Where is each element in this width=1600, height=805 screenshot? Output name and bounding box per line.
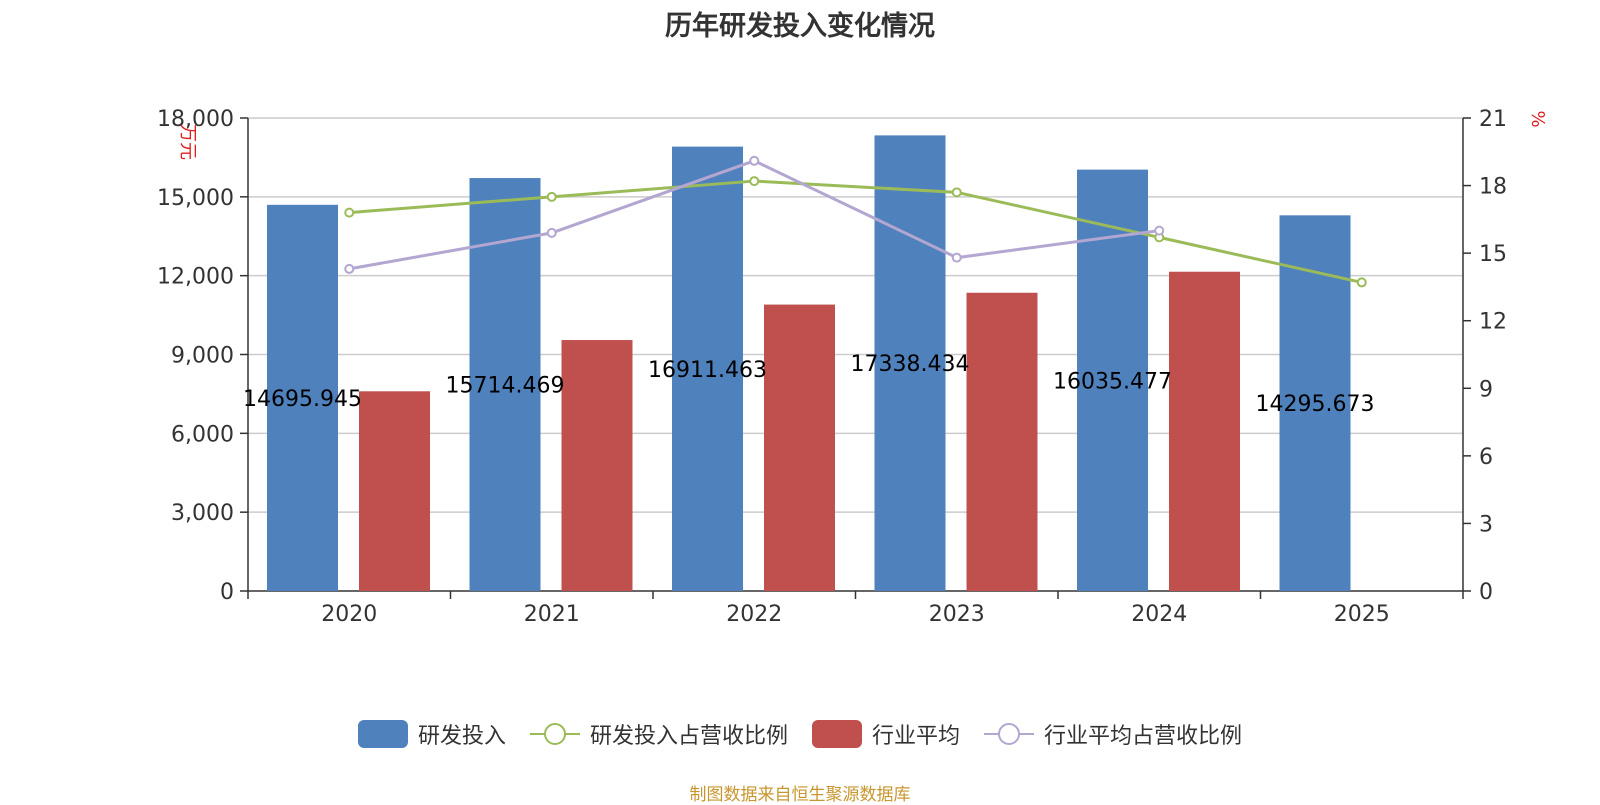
y-left-tick-label: 3,000 [171, 501, 234, 526]
x-tick-label: 2020 [321, 602, 377, 627]
point-rd-ratio [344, 207, 355, 218]
legend-label-industry-average: 行业平均 [872, 724, 961, 749]
legend-label-industry-ratio: 行业平均占营收比例 [1044, 724, 1243, 749]
y-left-tick-label: 9,000 [171, 344, 234, 369]
y-right-tick-label: 6 [1479, 445, 1493, 470]
x-tick-label: 2023 [929, 602, 985, 627]
bar-rd-investment [874, 135, 946, 591]
data-label-rd-investment: 14295.673 [1256, 392, 1375, 417]
legend-item-rd-investment[interactable]: 研发投入 [357, 718, 506, 750]
bar-rd-investment [267, 204, 338, 591]
y-right-tick-label: 9 [1479, 377, 1493, 402]
point-industry-ratio [344, 263, 355, 274]
bar-industry-average [966, 292, 1038, 591]
x-tick-label: 2025 [1334, 602, 1390, 627]
y-left-tick-label: 18,000 [157, 107, 234, 132]
point-rd-ratio [1356, 277, 1367, 288]
data-label-rd-investment: 14695.945 [243, 387, 362, 412]
point-industry-ratio [1154, 225, 1165, 236]
legend-label-rd-ratio: 研发投入占营收比例 [589, 724, 788, 749]
y-left-tick-label: 6,000 [171, 422, 234, 447]
data-label-rd-investment: 15714.469 [446, 374, 565, 399]
bar-industry-average [1169, 271, 1240, 591]
point-rd-ratio [546, 191, 557, 202]
legend-item-industry-average[interactable]: 行业平均 [812, 718, 960, 750]
x-tick-label: 2024 [1131, 602, 1187, 627]
bar-industry-average [561, 340, 633, 591]
y-left-tick-label: 0 [220, 580, 234, 605]
chart-title: 历年研发投入变化情况 [665, 11, 935, 42]
y-left-tick-label: 15,000 [157, 186, 234, 211]
y-right-tick-label: 21 [1479, 107, 1507, 132]
point-industry-ratio [749, 155, 760, 166]
y-left-tick-label: 12,000 [157, 265, 234, 290]
y-right-tick-label: 0 [1479, 580, 1493, 605]
point-industry-ratio [951, 252, 962, 263]
point-industry-ratio [546, 227, 557, 238]
data-label-rd-investment: 17338.434 [851, 352, 970, 377]
data-label-rd-investment: 16911.463 [648, 358, 767, 383]
source-note: 制图数据来自恒生聚源数据库 [689, 785, 911, 805]
bar-industry-average [764, 304, 835, 591]
y-right-unit: % [1527, 110, 1548, 127]
bar-rd-investment [672, 146, 743, 591]
legend-swatch-rd-investment [357, 720, 408, 748]
legend-swatch-industry-ratio [984, 723, 1035, 745]
legend-swatch-rd-ratio [529, 723, 580, 745]
y-right-tick-label: 15 [1479, 242, 1507, 267]
line-rd-ratio [349, 179, 1363, 284]
point-rd-ratio [749, 176, 760, 187]
y-right-tick-label: 12 [1479, 310, 1507, 335]
legend-item-rd-ratio[interactable]: 研发投入占营收比例 [529, 718, 788, 750]
point-rd-ratio [951, 187, 962, 198]
x-tick-label: 2021 [524, 602, 580, 627]
data-label-rd-investment: 16035.477 [1053, 369, 1172, 394]
bar-industry-average [359, 391, 430, 591]
legend-label-rd-investment: 研发投入 [417, 724, 506, 749]
legend-item-industry-ratio[interactable]: 行业平均占营收比例 [984, 718, 1242, 750]
y-right-tick-label: 3 [1479, 512, 1493, 537]
legend: 研发投入 研发投入占营收比例 行业平均 行业平均占营收比例 [0, 718, 1600, 750]
legend-swatch-industry-average [812, 720, 862, 748]
y-right-tick-label: 18 [1479, 175, 1507, 200]
y-left-unit: 万元 [177, 124, 198, 160]
x-tick-label: 2022 [726, 602, 782, 627]
